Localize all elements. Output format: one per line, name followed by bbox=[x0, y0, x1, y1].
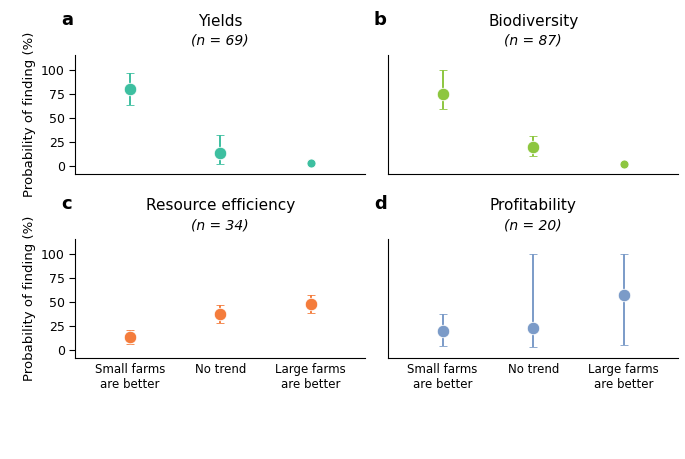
Text: (n = 20): (n = 20) bbox=[504, 218, 562, 232]
Text: (n = 34): (n = 34) bbox=[191, 218, 249, 232]
Text: Resource efficiency: Resource efficiency bbox=[146, 198, 295, 213]
Text: d: d bbox=[374, 195, 386, 213]
Text: (n = 69): (n = 69) bbox=[191, 34, 249, 48]
Text: Biodiversity: Biodiversity bbox=[488, 14, 578, 29]
Text: b: b bbox=[374, 11, 387, 29]
Text: Yields: Yields bbox=[198, 14, 242, 29]
Text: a: a bbox=[61, 11, 73, 29]
Text: Profitability: Profitability bbox=[490, 198, 577, 213]
Text: c: c bbox=[61, 195, 71, 213]
Y-axis label: Probability of finding (%): Probability of finding (%) bbox=[23, 32, 36, 197]
Y-axis label: Probability of finding (%): Probability of finding (%) bbox=[23, 216, 36, 381]
Text: (n = 87): (n = 87) bbox=[504, 34, 562, 48]
